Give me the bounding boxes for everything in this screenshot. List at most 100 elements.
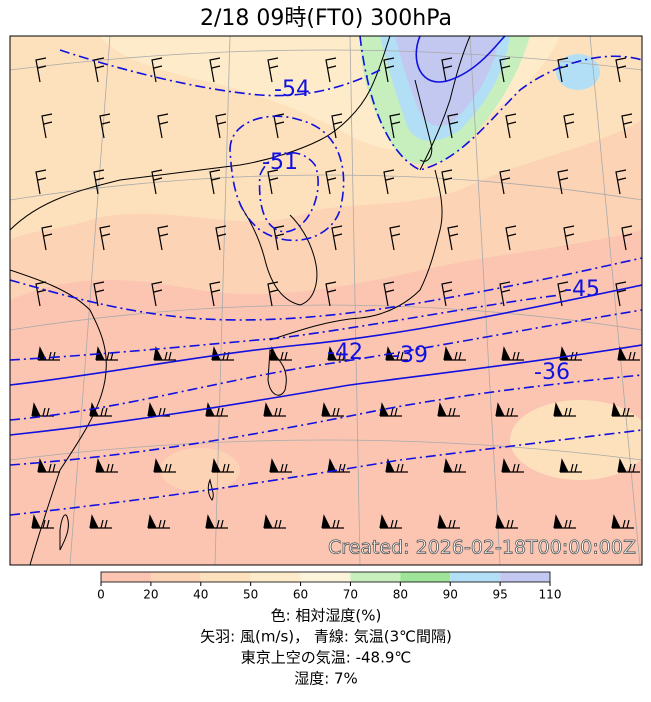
wind-barb [41,113,53,139]
wind-barb [611,514,634,529]
wind-barb [267,169,279,195]
wind-barb [325,281,337,307]
wind-barb [37,346,60,361]
wind-barb [99,113,111,139]
wind-barb [321,514,344,529]
wind-barb [557,281,569,307]
created-stamp: Created: 2026-02-18T00:00:00Z [328,537,636,559]
wind-barb [327,346,350,361]
wind-barb [389,225,401,251]
wind-barb [153,458,176,473]
wind-barb [157,113,169,139]
wind-barb [437,402,460,417]
wind-barb [617,458,640,473]
colorbar-bin [500,572,550,582]
isotherm-label: -39 [392,343,428,368]
colorbar-bin [450,572,501,582]
colorbar-bin [350,572,401,582]
wind-barb [505,113,517,139]
wind-barb [385,458,408,473]
wind-barb [215,225,227,251]
wind-barb [563,113,575,139]
colorbar-bin [250,572,301,582]
wind-barb [379,514,402,529]
wind-barb [325,169,337,195]
wind-barb [499,281,511,307]
wind-barb [327,458,350,473]
wind-barb [563,225,575,251]
isotherms [10,36,642,516]
wind-barb [499,57,511,83]
wind-barb [385,346,408,361]
colorbar-bin [200,572,251,582]
wind-barb [263,402,286,417]
colorbar-tick-label: 40 [193,588,208,602]
wind-barb [495,514,518,529]
wind-barb [269,458,292,473]
graticule [10,36,642,565]
wind-barb [35,57,47,83]
wind-barb [383,169,395,195]
wind-barb [151,281,163,307]
wind-barb [437,514,460,529]
wind-barb [37,458,60,473]
wind-barb [153,346,176,361]
title: 2/18 09時(FT0) 300hPa [200,6,452,31]
wind-barb [41,225,53,251]
wind-barb [553,514,576,529]
wind-barb [211,458,234,473]
wind-barb [559,458,582,473]
colorbar-tick-label: 70 [343,588,358,602]
wind-barb [99,225,111,251]
wind-barb [209,57,221,83]
wind-barb [383,281,395,307]
wind-barb [383,57,395,83]
wind-barb [209,169,221,195]
wind-barb [31,402,54,417]
wind-barb [331,225,343,251]
wind-barb [447,113,459,139]
wind-barb [553,402,576,417]
wind-barb [95,346,118,361]
wind-barb [615,281,627,307]
wind-barb [35,169,47,195]
wind-barb [331,113,343,139]
colorbar-tick-label: 20 [143,588,158,602]
isotherm-labels: -54 -51 -45 -42 -39 -36 [262,77,600,385]
humidity-fill [160,448,240,492]
wind-barb [443,346,466,361]
wind-barb [89,402,112,417]
wind-barb [147,514,170,529]
colorbar-bin [101,572,151,582]
wind-barb [267,57,279,83]
colorbar-bin [150,572,201,582]
wind-barbs [31,57,640,529]
wind-barb [379,402,402,417]
map: -54 -51 -45 -42 -39 -36 Created: 2026-02-18T0… [10,36,642,565]
isotherm-label: -42 [327,340,363,365]
colorbar: 0 20 40 50 60 70 80 90 95 110 [97,571,562,602]
caption: 矢羽: 風(m/s)， 青線: 気温(3℃間隔) [200,628,452,646]
wind-barb [267,281,279,307]
wind-barb [495,402,518,417]
wind-barb [611,402,634,417]
wind-barb [93,169,105,195]
wind-barb [615,57,627,83]
map-frame [9,35,643,566]
colorbar-bin [300,572,351,582]
wind-barb [321,402,344,417]
humidity-fill [556,54,600,90]
wind-barb [389,113,401,139]
wind-barb [505,225,517,251]
wind-barb [501,458,524,473]
wind-barb [205,402,228,417]
wind-barb [157,225,169,251]
wind-barb [499,169,511,195]
wind-barb [151,57,163,83]
caption: 東京上空の気温: -48.9℃ [241,649,411,667]
wind-barb [441,169,453,195]
colorbar-tick-label: 110 [539,588,562,602]
colorbar-tick-label: 0 [97,588,105,602]
